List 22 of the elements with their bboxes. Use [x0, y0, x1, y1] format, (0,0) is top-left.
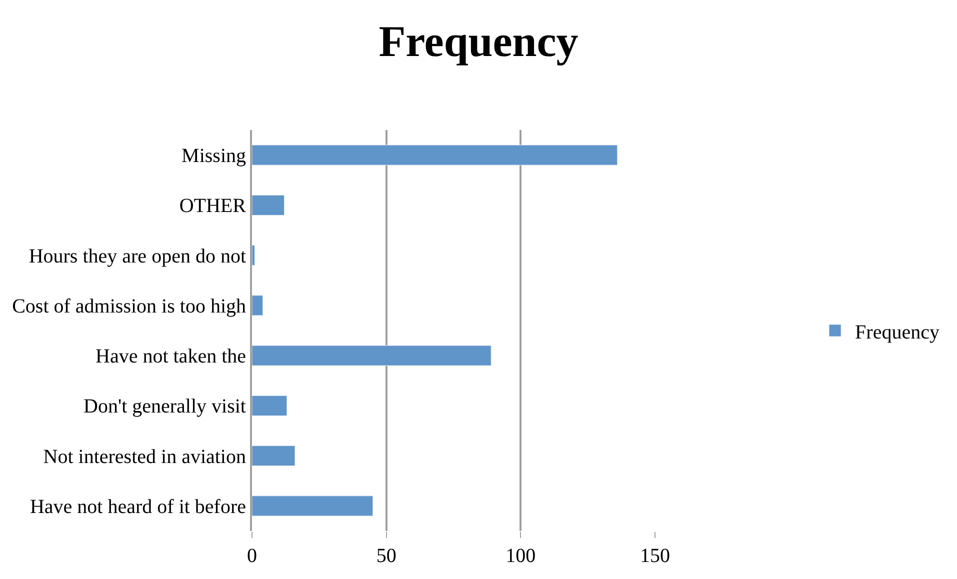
y-tick-label: Cost of admission is too high: [12, 295, 246, 318]
bar: [252, 295, 263, 316]
legend-label: Frequency: [855, 321, 940, 344]
x-tick-label: 150: [640, 545, 670, 567]
y-tick-label: OTHER: [179, 195, 247, 218]
bar: [252, 446, 296, 466]
y-tick-label: Missing: [182, 145, 246, 168]
bar: [252, 194, 284, 216]
y-tick-label: Have not heard of it before: [30, 496, 246, 518]
y-tick-label: Hours they are open do not: [28, 245, 246, 268]
x-tick-label: 100: [506, 545, 536, 567]
y-tick-label: Have not taken the: [96, 346, 246, 368]
y-tick-label: Don't generally visit: [84, 396, 246, 418]
bar: [252, 144, 618, 166]
bar: [252, 395, 288, 416]
bar: [252, 496, 374, 516]
chart-title: Frequency: [378, 16, 578, 66]
x-tick-label: 0: [247, 545, 257, 567]
bar: [252, 345, 492, 366]
x-tick-label: 50: [376, 545, 396, 567]
y-tick-label: Not interested in aviation: [43, 446, 246, 468]
bar: [252, 245, 255, 266]
